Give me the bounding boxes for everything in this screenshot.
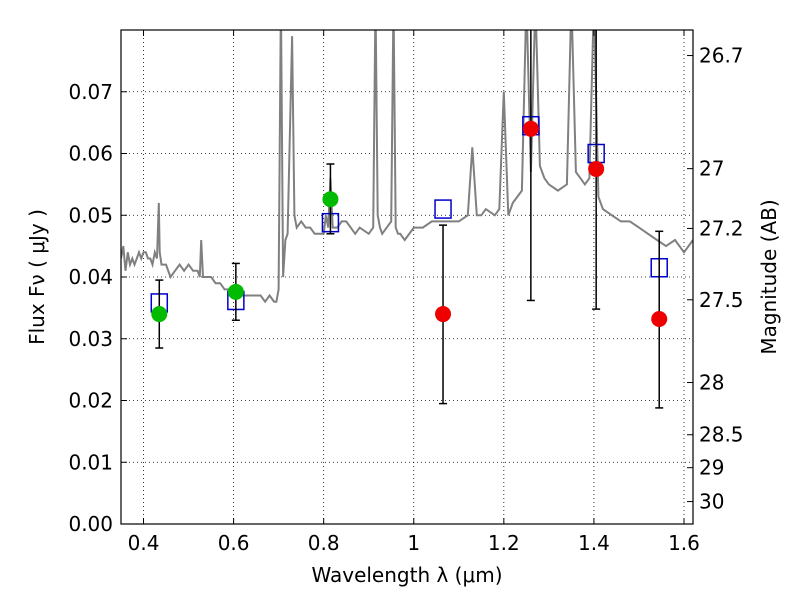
measurement-point: [588, 160, 605, 177]
right-axis-label: Magnitude (AB): [757, 199, 781, 354]
y-tick-label: 0.00: [68, 512, 113, 536]
right-tick-label: 27: [699, 157, 724, 181]
detection-point: [322, 191, 339, 208]
right-tick-label: 30: [699, 490, 724, 514]
x-tick-label: 0.8: [308, 531, 340, 555]
plot-area: [121, 30, 693, 409]
x-axis-label: Wavelength λ (μm): [311, 563, 502, 587]
x-tick-label: 1.2: [488, 531, 520, 555]
measurement-point: [522, 120, 539, 137]
right-tick-label: 26.7: [699, 44, 744, 68]
axis-ticks: 0.4 0.6 0.8 1 1.2 1.4 1.6 0.00 0.01 0.02 0.03 0.04 0…: [68, 30, 744, 555]
detection-point: [151, 306, 168, 323]
x-tick-label: 1: [407, 531, 420, 555]
y-tick-label: 0.01: [68, 450, 113, 474]
x-tick-label: 1.6: [668, 531, 700, 555]
y-tick-label: 0.06: [68, 142, 113, 166]
template-spectrum-line: [121, 30, 693, 304]
x-tick-label: 0.6: [218, 531, 250, 555]
right-tick-label: 28.5: [699, 423, 744, 447]
y-tick-label: 0.02: [68, 389, 113, 413]
right-tick-label: 29: [699, 456, 724, 480]
y-tick-label: 0.05: [68, 203, 113, 227]
measurement-point: [435, 306, 452, 323]
x-tick-label: 1.4: [578, 531, 610, 555]
x-tick-label: 0.4: [128, 531, 160, 555]
detection-point: [227, 283, 244, 300]
y-axis-label: Flux Fν ( μJy ): [25, 209, 49, 345]
y-tick-label: 0.03: [68, 327, 113, 351]
y-tick-label: 0.07: [68, 80, 113, 104]
model-flux-square: [434, 199, 452, 219]
right-tick-label: 27.5: [699, 288, 744, 312]
right-tick-label: 27.2: [699, 216, 744, 240]
y-tick-label: 0.04: [68, 265, 113, 289]
measurement-point: [651, 310, 668, 327]
right-tick-label: 28: [699, 371, 724, 395]
